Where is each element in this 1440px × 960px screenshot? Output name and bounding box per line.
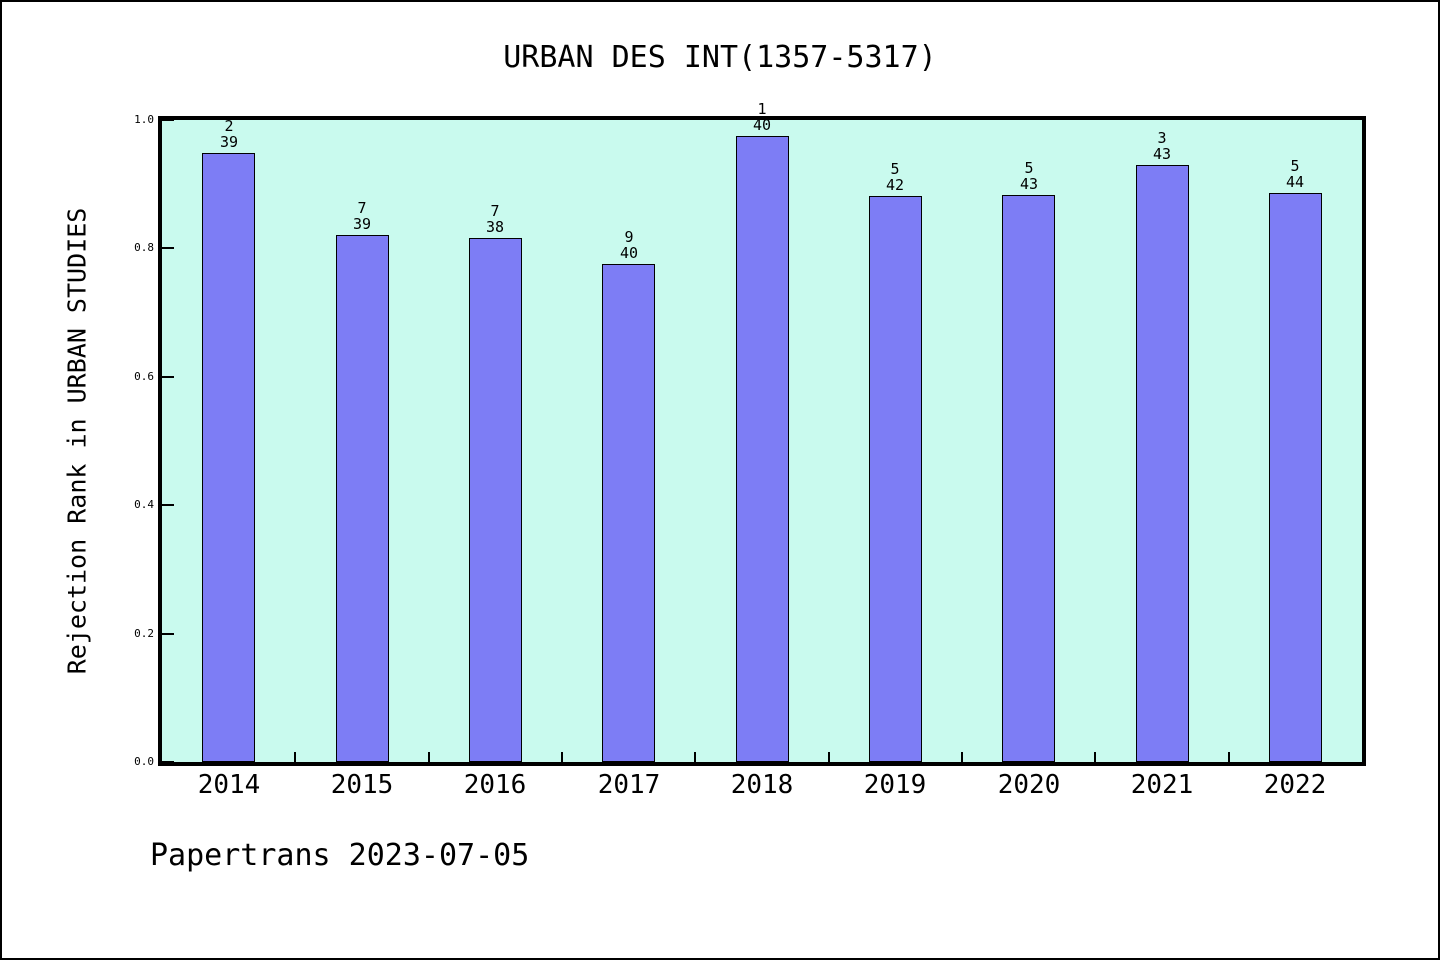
- bar-label-rank: 1: [757, 100, 767, 118]
- bar-label-rank: 7: [490, 202, 500, 220]
- x-tick-label: 2014: [197, 770, 261, 800]
- bar-2014: [202, 153, 255, 762]
- y-tick-mark: [162, 119, 174, 121]
- bar-label-rank: 5: [1024, 159, 1034, 177]
- y-tick-mark: [162, 247, 174, 249]
- y-tick-label: 0.8: [134, 241, 154, 254]
- bar-2020: [1002, 195, 1055, 762]
- x-minor-tick: [961, 752, 963, 762]
- bar-value-label: 5 44: [1255, 158, 1335, 190]
- bar-label-total: 39: [352, 215, 372, 233]
- x-minor-tick: [294, 752, 296, 762]
- bar-label-total: 44: [1285, 173, 1305, 191]
- bar-2018: [736, 136, 789, 762]
- y-tick-label: 0.6: [134, 370, 154, 383]
- watermark-text: Papertrans 2023-07-05: [150, 838, 530, 873]
- bar-label-rank: 3: [1157, 129, 1167, 147]
- x-minor-tick: [561, 752, 563, 762]
- y-tick-label: 0.4: [134, 498, 154, 511]
- bar-value-label: 2 39: [189, 118, 269, 150]
- x-minor-tick: [828, 752, 830, 762]
- y-tick-mark: [162, 633, 174, 635]
- bar-2017: [602, 264, 655, 762]
- bar-label-rank: 5: [1290, 157, 1300, 175]
- bar-value-label: 1 40: [722, 101, 802, 133]
- bar-value-label: 5 43: [989, 160, 1069, 192]
- plot-border: [158, 116, 1366, 766]
- bar-label-rank: 7: [357, 199, 367, 217]
- bar-value-label: 3 43: [1122, 130, 1202, 162]
- bar-2021: [1136, 165, 1189, 762]
- bar-2015: [336, 235, 389, 762]
- bar-label-rank: 2: [224, 117, 234, 135]
- bar-value-label: 7 39: [322, 200, 402, 232]
- bar-label-total: 38: [485, 218, 505, 236]
- x-tick-label: 2018: [730, 770, 794, 800]
- bar-label-total: 42: [885, 176, 905, 194]
- y-tick-label: 0.2: [134, 627, 154, 640]
- y-axis-title: Rejection Rank in URBAN STUDIES: [62, 207, 92, 675]
- chart-title: URBAN DES INT(1357-5317): [503, 40, 937, 75]
- bar-label-rank: 5: [890, 160, 900, 178]
- x-tick-label: 2017: [597, 770, 661, 800]
- x-tick-label: 2019: [863, 770, 927, 800]
- x-tick-label: 2020: [997, 770, 1061, 800]
- bar-label-total: 43: [1152, 145, 1172, 163]
- y-tick-mark: [162, 504, 174, 506]
- x-minor-tick: [428, 752, 430, 762]
- y-tick-label: 0.0: [134, 755, 154, 768]
- bar-2016: [469, 238, 522, 762]
- x-tick-label: 2021: [1130, 770, 1194, 800]
- bar-label-rank: 9: [624, 228, 634, 246]
- plot-area: 2 39 7 39 7 38 9 40 1 40 5 42 5 43 3 43 5 44: [162, 101, 1362, 763]
- bar-label-total: 40: [619, 244, 639, 262]
- y-tick-mark: [162, 376, 174, 378]
- bar-2022: [1269, 193, 1322, 762]
- bar-2019: [869, 196, 922, 762]
- bar-label-total: 40: [752, 116, 772, 134]
- x-minor-tick: [1094, 752, 1096, 762]
- x-tick-label: 2022: [1263, 770, 1327, 800]
- bar-value-label: 5 42: [855, 161, 935, 193]
- y-tick-label: 1.0: [134, 113, 154, 126]
- x-minor-tick: [694, 752, 696, 762]
- x-minor-tick: [1228, 752, 1230, 762]
- x-tick-label: 2015: [330, 770, 394, 800]
- bar-value-label: 7 38: [455, 203, 535, 235]
- bar-label-total: 43: [1019, 175, 1039, 193]
- bar-value-label: 9 40: [589, 229, 669, 261]
- x-tick-label: 2016: [463, 770, 527, 800]
- y-tick-mark: [162, 761, 174, 763]
- bar-label-total: 39: [219, 133, 239, 151]
